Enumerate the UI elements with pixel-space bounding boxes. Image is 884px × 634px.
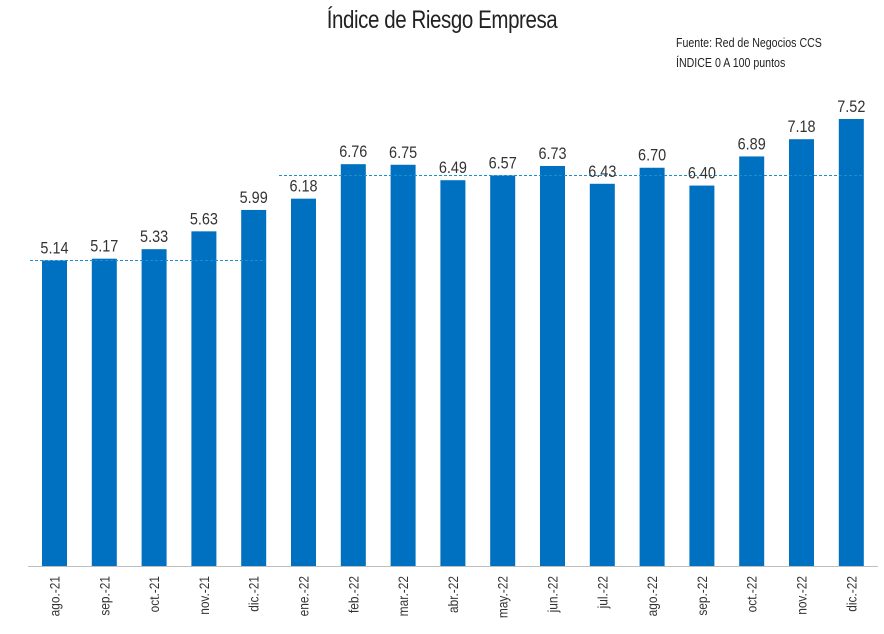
bar-dic.-21 [241,209,267,566]
bar-sep.-22 [689,185,715,566]
tick-label-dic.-22: dic.-22 [843,576,859,612]
value-label-ago.-21: 5.14 [40,239,68,257]
tick-label-nov.-21: nov.-21 [196,576,212,615]
value-label-ene.-22: 6.18 [289,178,317,196]
value-label-jun.-22: 6.73 [538,145,566,163]
tick-label-may.-22: may.-22 [495,576,511,618]
scale-note: ÍNDICE 0 A 100 puntos [676,56,786,70]
value-label-may.-22: 6.57 [489,154,517,172]
value-label-nov.-22: 7.18 [787,118,815,136]
value-label-feb.-22: 6.76 [339,143,367,161]
value-label-mar.-22: 6.75 [389,144,417,162]
bar-ene.-22 [291,198,316,566]
tick-label-jul.-22: jul.-22 [594,576,610,609]
bar-may.-22 [490,175,516,566]
value-label-sep.-22: 6.40 [688,165,716,183]
bar-dic.-22 [838,119,864,566]
tick-label-ene.-22: ene.-22 [296,576,312,616]
tick-label-sep.-21: sep.-21 [96,576,112,616]
value-label-abr.-22: 6.49 [439,159,467,177]
tick-label-oct.-21: oct.-21 [146,576,162,612]
value-label-dic.-21: 5.99 [240,189,268,207]
value-label-jul.-22: 6.43 [588,163,616,181]
value-label-dic.-22: 7.52 [837,98,865,116]
tick-label-abr.-22: abr.-22 [445,576,461,613]
tick-label-oct.-22: oct.-22 [744,576,760,612]
bar-jul.-22 [589,183,615,566]
bar-nov.-22 [789,139,814,566]
bar-abr.-22 [440,180,466,566]
bar-sep.-21 [91,258,117,566]
tick-label-sep.-22: sep.-22 [694,576,710,616]
value-label-sep.-21: 5.17 [90,238,118,256]
bar-oct.-22 [739,156,765,567]
value-label-oct.-22: 6.89 [738,135,766,153]
tick-label-mar.-22: mar.-22 [395,576,411,616]
tick-label-ago.-21: ago.-21 [47,576,63,616]
value-label-oct.-21: 5.33 [140,228,168,246]
tick-label-nov.-22: nov.-22 [794,576,810,615]
bar-ago.-21 [42,260,67,566]
tick-label-jun.-22: jun.-22 [545,576,561,613]
bar-oct.-21 [141,249,167,566]
bar-ago.-22 [639,167,665,567]
bar-mar.-22 [390,164,416,566]
bar-jun.-22 [540,165,565,566]
chart-title: Índice de Riesgo Empresa [326,6,558,34]
value-label-ago.-22: 6.70 [638,147,666,165]
bar-feb.-22 [340,164,366,566]
tick-label-feb.-22: feb.-22 [345,576,361,613]
tick-label-dic.-21: dic.-21 [246,576,262,612]
value-label-nov.-21: 5.63 [190,210,218,228]
tick-label-ago.-22: ago.-22 [644,576,660,616]
bar-nov.-21 [191,231,217,566]
source-note: Fuente: Red de Negocios CCS [676,36,822,50]
